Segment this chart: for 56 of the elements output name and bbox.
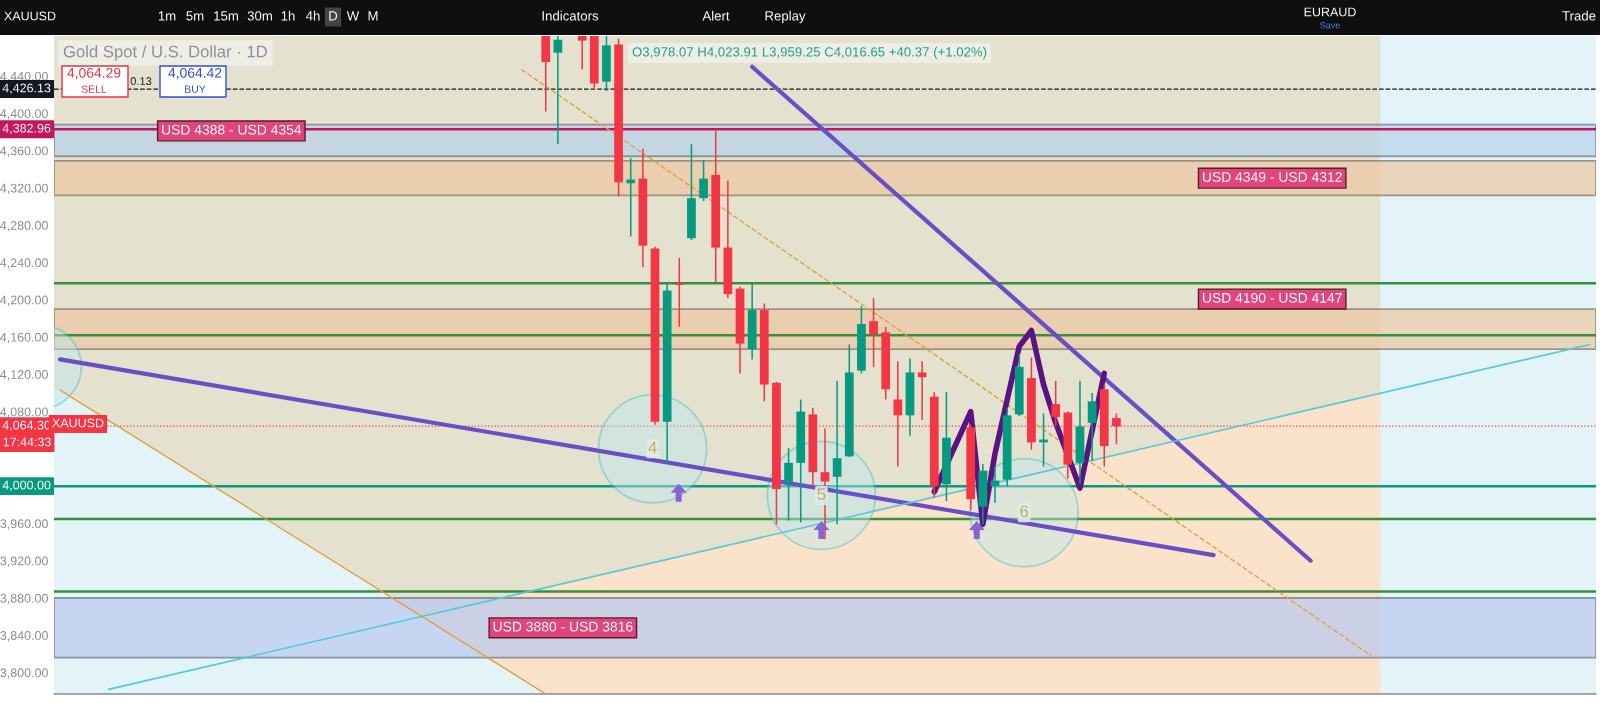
text: XAUUSD (4, 11, 56, 21)
text: Alert (702, 10, 730, 21)
candlestick (869, 297, 878, 368)
text: D (329, 11, 338, 21)
y-tick-label: 3,920.00 (0, 556, 48, 567)
y-tick-label: 4,080.00 (0, 407, 48, 418)
text: EURAUD (1304, 7, 1356, 17)
candlestick (699, 159, 708, 202)
text: W (346, 11, 360, 21)
ref-line-label: 4,426.13 (2, 83, 51, 94)
text: 5m (186, 11, 204, 21)
annotation: 4 (648, 441, 657, 454)
y-tick-label: 4,120.00 (0, 370, 48, 381)
y-tick-label: 4,280.00 (0, 221, 48, 232)
ref-line-label: 4,382.96 (2, 123, 51, 135)
band-label: USD 4190 - USD 4147 (1203, 292, 1342, 303)
annotation: 6 (1020, 505, 1029, 518)
annotation: BUY (185, 85, 206, 93)
text: 15m (214, 11, 238, 21)
annotation: 0.13 (130, 77, 152, 85)
annotation: SELL (81, 85, 107, 93)
y-tick-label: 4,240.00 (0, 258, 48, 269)
y-tick-label: 4,360.00 (0, 146, 48, 157)
candlestick (1087, 392, 1097, 462)
y-tick-label: 4,400.00 (0, 109, 48, 120)
annotation: 4,064.42 (168, 67, 222, 80)
text: Replay (765, 10, 806, 24)
text: Save (1320, 22, 1340, 29)
candlestick (577, 36, 587, 71)
candlestick (917, 360, 927, 421)
y-tick-label: 3,800.00 (0, 668, 48, 679)
text: Trade (1562, 10, 1596, 21)
candlestick (674, 257, 684, 328)
candlestick (553, 36, 563, 145)
band-label: USD 4349 - USD 4312 (1203, 172, 1342, 182)
y-tick-label: 4,320.00 (0, 183, 48, 195)
y-tick-label: 3,880.00 (0, 593, 48, 605)
ref-line-label: 4,000.00 (2, 480, 51, 491)
text: Indicators (542, 10, 599, 21)
band-label: USD 4388 - USD 4354 (162, 124, 302, 135)
y-tick-label: 4,200.00 (0, 295, 48, 306)
y-tick-label: 3,960.00 (0, 519, 48, 530)
y-tick-label: 4,160.00 (0, 332, 48, 344)
text: Gold Spot / U.S. Dollar · 1D (63, 45, 267, 61)
text: O3,978.07 H4,023.91 L3,959.25 C4,016.65 +40.37 (+1.02%) (632, 46, 987, 60)
band-label: USD 3880 - USD 3816 (493, 621, 633, 632)
annotation: XAUUSD (52, 418, 104, 428)
annotation: 4,064.29 (67, 67, 121, 80)
text: 4h (305, 10, 320, 21)
text: 30m (247, 11, 272, 21)
text: M (368, 11, 378, 21)
y-tick-label: 3,840.00 (0, 631, 48, 642)
text: 17:44:33 (3, 437, 51, 447)
text: 1h (281, 10, 295, 21)
annotation: 5 (817, 488, 826, 500)
text: 1m (158, 11, 176, 21)
